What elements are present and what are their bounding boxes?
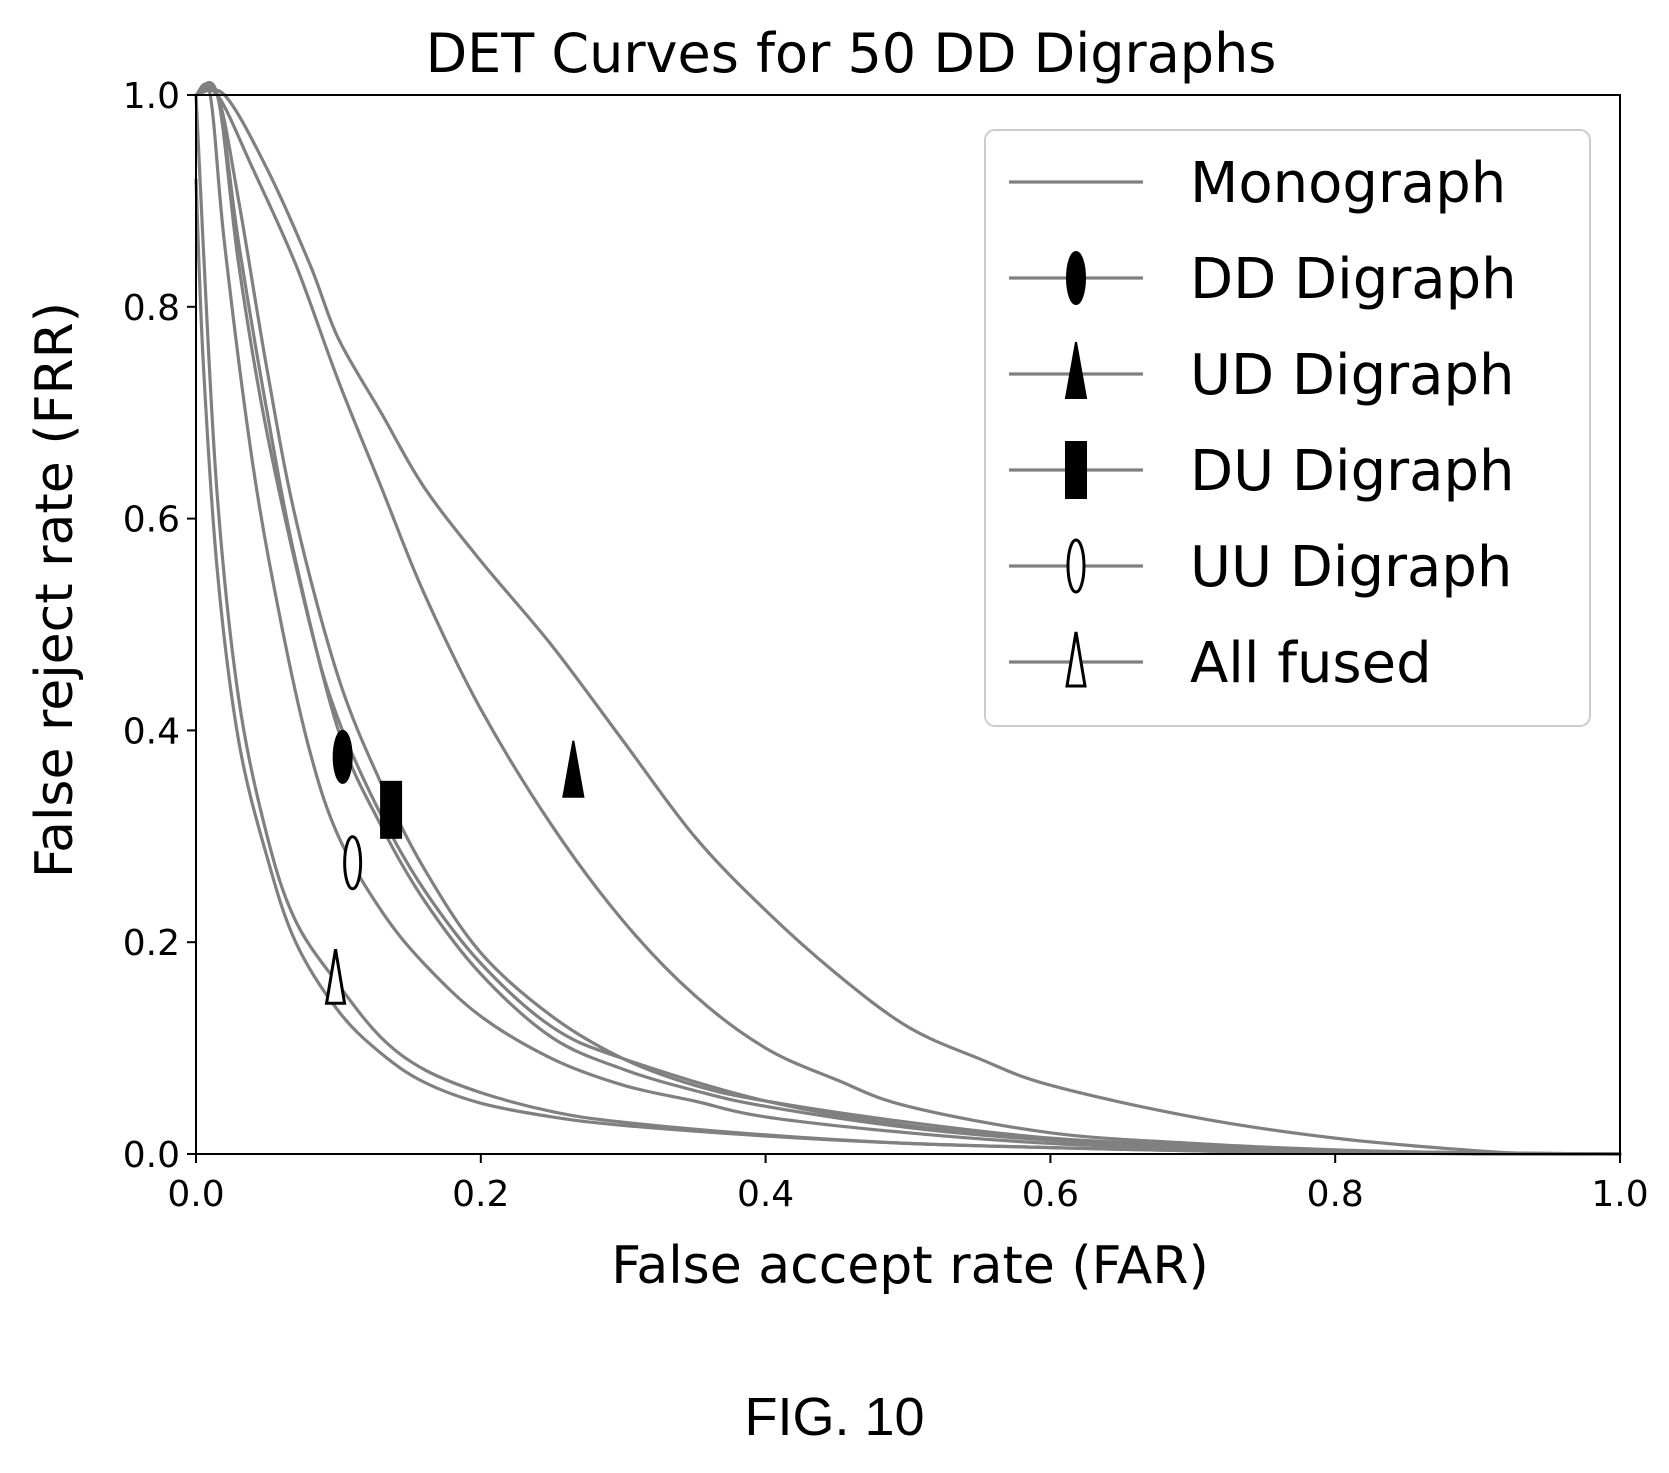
- series-line-unlabeled-7: [194, 178, 1622, 1156]
- x-tick-label: 1.0: [1591, 1174, 1648, 1215]
- marker-dd-digraph: [332, 729, 353, 784]
- legend-label-ud-digraph: UD Digraph: [1190, 343, 1515, 408]
- y-tick-label: 0.6: [123, 500, 180, 541]
- y-tick-label: 1.0: [123, 76, 180, 117]
- series-line-ud-digraph: [194, 87, 1622, 1156]
- chart-title: DET Curves for 50 DD Digraphs: [426, 22, 1277, 85]
- figure-caption: FIG. 10: [744, 1387, 925, 1447]
- legend-marker-ud-digraph: [1064, 341, 1088, 399]
- marker-layer: [324, 729, 585, 1005]
- legend: Monograph DD Digraph UD Digraph DU Digraph U…: [984, 129, 1591, 727]
- legend-marker-all-fused: [1065, 631, 1087, 688]
- y-tick-label: 0.0: [123, 1135, 180, 1176]
- y-tick-label: 0.4: [123, 711, 180, 752]
- plot-frame: [195, 94, 1621, 1155]
- series-line-monograph: [194, 87, 1622, 1156]
- y-tick-label: 0.8: [123, 288, 180, 329]
- legend-label-uu-digraph: UU Digraph: [1190, 535, 1512, 600]
- x-tick-label: 0.8: [1307, 1174, 1364, 1215]
- x-tick-label: 0.6: [1022, 1174, 1079, 1215]
- series-line-unlabeled-6: [194, 81, 1622, 1156]
- legend-marker-dd-digraph: [1066, 251, 1086, 305]
- tick-layer: 0.0 0.2 0.4 0.6 0.8 1.0 0.0 0.2 0.4 0.6 0.8 1.0: [123, 76, 1649, 1215]
- legend-label-all-fused: All fused: [1190, 631, 1432, 696]
- legend-marker-uu-digraph: [1066, 538, 1086, 594]
- series-line-uu-digraph: [194, 82, 1622, 1156]
- legend-label-monograph: Monograph: [1190, 151, 1506, 216]
- marker-ud-digraph: [562, 740, 585, 798]
- y-tick-label: 0.2: [123, 923, 180, 964]
- y-axis-label: False reject rate (FRR): [25, 302, 85, 878]
- legend-label-du-digraph: DU Digraph: [1190, 439, 1515, 504]
- series-layer: [194, 81, 1622, 1156]
- x-axis-label: False accept rate (FAR): [611, 1236, 1209, 1296]
- marker-du-digraph: [380, 780, 403, 839]
- x-tick-label: 0.0: [167, 1174, 224, 1215]
- x-tick-label: 0.4: [737, 1174, 794, 1215]
- x-tick-label: 0.2: [452, 1174, 509, 1215]
- legend-marker-du-digraph: [1065, 441, 1087, 499]
- marker-all-fused: [324, 949, 347, 1005]
- marker-uu-digraph: [343, 835, 363, 891]
- legend-label-dd-digraph: DD Digraph: [1190, 247, 1517, 312]
